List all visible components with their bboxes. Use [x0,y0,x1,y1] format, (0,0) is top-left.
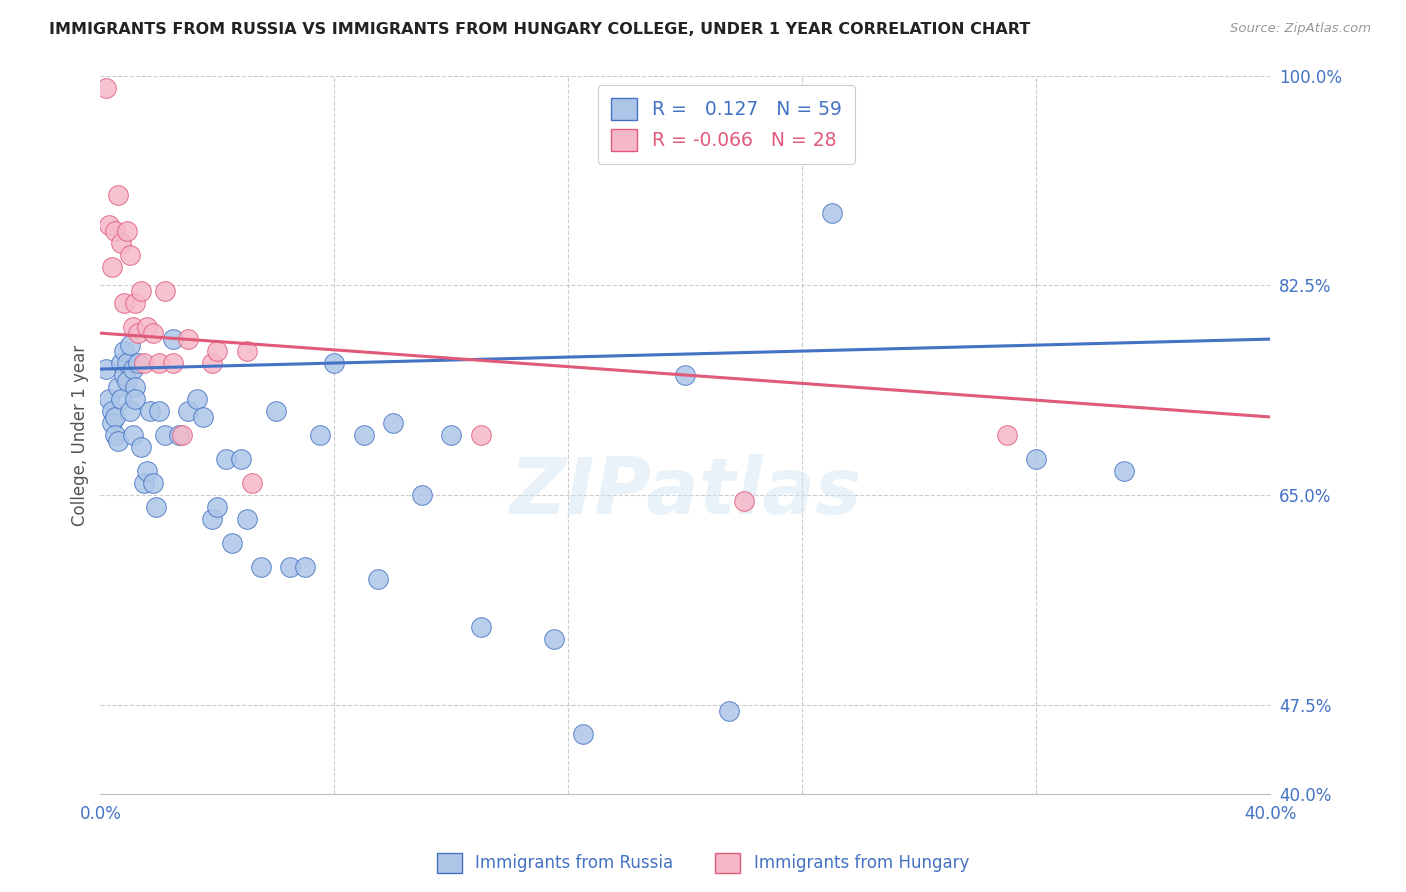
Point [207,500,229,514]
Point [543,632,565,646]
Point [115,224,138,238]
Point [294,559,316,574]
Point [112,368,135,382]
Point [148,404,170,418]
Point [169,428,191,442]
Point [127,356,149,370]
Point [96,362,118,376]
Point [153,428,176,442]
Point [110,392,132,406]
Y-axis label: College, Under 1 year: College, Under 1 year [72,344,89,525]
Point [367,572,389,586]
Point [162,356,184,370]
Point [215,451,238,466]
Text: Source: ZipAtlas.com: Source: ZipAtlas.com [1230,22,1371,36]
Point [470,428,492,442]
Point [131,440,153,454]
Point [98,392,121,406]
Point [733,493,755,508]
Point [186,392,208,406]
Point [191,409,214,424]
Point [101,416,124,430]
Point [107,188,129,202]
Point [323,356,346,370]
Point [353,428,375,442]
Point [134,475,156,490]
Point [131,284,153,298]
Point [112,296,135,310]
Point [118,338,141,352]
Point [136,320,159,334]
Point [235,344,257,359]
Point [242,475,264,490]
Point [124,392,146,406]
Point [381,416,404,430]
Point [118,248,141,262]
Point [177,404,200,418]
Point [142,326,165,340]
Point [995,428,1018,442]
Text: ZIPatlas: ZIPatlas [509,454,862,531]
Point [112,344,135,359]
Point [115,356,138,370]
Point [104,224,127,238]
Point [821,206,844,220]
Point [308,428,330,442]
Point [172,428,194,442]
Point [411,488,433,502]
Point [235,512,257,526]
Text: IMMIGRANTS FROM RUSSIA VS IMMIGRANTS FROM HUNGARY COLLEGE, UNDER 1 YEAR CORRELAT: IMMIGRANTS FROM RUSSIA VS IMMIGRANTS FRO… [49,22,1031,37]
Point [98,219,121,233]
Point [200,512,222,526]
Point [440,428,463,442]
Point [115,374,138,388]
Point [124,296,146,310]
Point [101,260,124,275]
Point [107,380,129,394]
Point [134,356,156,370]
Point [104,409,127,424]
Point [673,368,696,382]
Point [280,559,302,574]
Point [470,620,492,634]
Point [110,236,132,251]
Legend: Immigrants from Russia, Immigrants from Hungary: Immigrants from Russia, Immigrants from … [430,847,976,880]
Point [121,362,143,376]
Point [127,326,149,340]
Point [145,500,167,514]
Point [121,428,143,442]
Point [200,356,222,370]
Legend: R =   0.127   N = 59, R = -0.066   N = 28: R = 0.127 N = 59, R = -0.066 N = 28 [598,85,855,164]
Point [142,475,165,490]
Point [104,428,127,442]
Point [148,356,170,370]
Point [264,404,287,418]
Point [207,344,229,359]
Point [118,404,141,418]
Point [139,404,162,418]
Point [221,535,243,549]
Point [153,284,176,298]
Point [1114,464,1136,478]
Point [124,380,146,394]
Point [177,332,200,346]
Point [229,451,252,466]
Point [1025,451,1047,466]
Point [107,434,129,448]
Point [136,464,159,478]
Point [121,320,143,334]
Point [718,704,741,718]
Point [162,332,184,346]
Point [101,404,124,418]
Point [96,80,118,95]
Point [110,356,132,370]
Point [250,559,273,574]
Point [572,727,595,741]
